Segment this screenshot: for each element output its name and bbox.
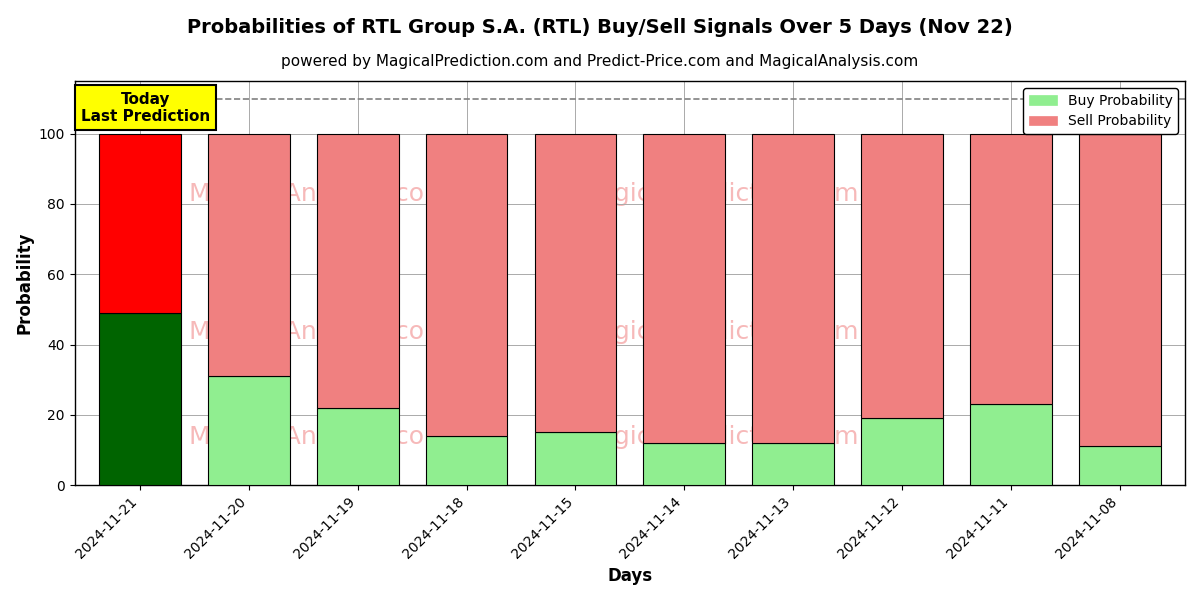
Bar [100,134,181,313]
Bar [862,134,943,418]
Bar [317,408,398,485]
Text: MagicalAnalysis.com: MagicalAnalysis.com [188,320,449,344]
Bar [1079,446,1160,485]
Legend: Buy Probability, Sell Probability: Buy Probability, Sell Probability [1024,88,1178,134]
Bar [970,404,1051,485]
Text: MagicalPrediction.com: MagicalPrediction.com [578,425,859,449]
Bar [317,134,398,408]
Bar [208,376,289,485]
Text: MagicalAnalysis.com: MagicalAnalysis.com [188,182,449,206]
Bar [208,134,289,376]
Bar [862,418,943,485]
Bar [643,443,725,485]
Bar [426,134,508,436]
X-axis label: Days: Days [607,567,653,585]
Bar [970,134,1051,404]
Bar [752,443,834,485]
Bar [752,134,834,443]
Text: powered by MagicalPrediction.com and Predict-Price.com and MagicalAnalysis.com: powered by MagicalPrediction.com and Pre… [281,54,919,69]
Text: MagicalAnalysis.com: MagicalAnalysis.com [188,425,449,449]
Text: Probabilities of RTL Group S.A. (RTL) Buy/Sell Signals Over 5 Days (Nov 22): Probabilities of RTL Group S.A. (RTL) Bu… [187,18,1013,37]
Text: MagicalPrediction.com: MagicalPrediction.com [578,320,859,344]
Bar [534,134,617,433]
Bar [1079,134,1160,446]
Text: MagicalPrediction.com: MagicalPrediction.com [578,182,859,206]
Bar [426,436,508,485]
Text: Today
Last Prediction: Today Last Prediction [80,92,210,124]
Y-axis label: Probability: Probability [16,232,34,334]
Bar [100,313,181,485]
Bar [534,433,617,485]
Bar [643,134,725,443]
